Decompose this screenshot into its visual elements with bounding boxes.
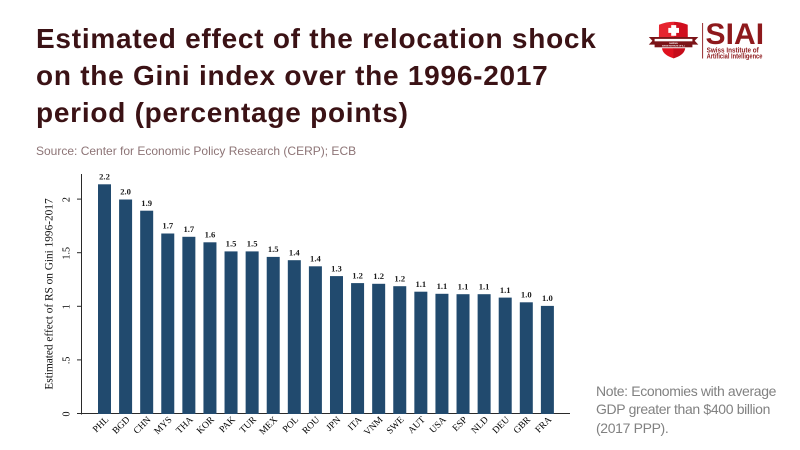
svg-text:DEU: DEU (491, 415, 512, 436)
svg-text:1.2: 1.2 (352, 270, 363, 280)
svg-text:1.1: 1.1 (458, 281, 469, 291)
svg-text:VNM: VNM (363, 415, 386, 438)
svg-text:1.4: 1.4 (310, 254, 321, 264)
svg-text:SIAI: SIAI (706, 18, 765, 51)
svg-text:1.9: 1.9 (141, 198, 152, 208)
svg-text:SWISS INSTITUTE OF A.I.: SWISS INSTITUTE OF A.I. (662, 45, 686, 48)
svg-text:1.5: 1.5 (268, 244, 279, 254)
svg-text:1.7: 1.7 (183, 224, 194, 234)
svg-text:1.2: 1.2 (373, 271, 384, 281)
svg-text:1.5: 1.5 (226, 239, 237, 249)
svg-text:1.3: 1.3 (331, 263, 342, 273)
svg-text:GBR: GBR (512, 415, 533, 436)
svg-text:1: 1 (62, 304, 73, 309)
svg-text:USA: USA (428, 415, 449, 436)
svg-text:0: 0 (62, 412, 73, 417)
svg-text:1.6: 1.6 (205, 230, 216, 240)
svg-text:JPN: JPN (325, 415, 343, 433)
svg-text:POL: POL (281, 415, 301, 435)
svg-text:BGD: BGD (111, 415, 132, 436)
svg-text:1.1: 1.1 (437, 281, 448, 291)
svg-text:1.4: 1.4 (289, 247, 300, 257)
svg-text:2.2: 2.2 (99, 172, 110, 182)
svg-text:Artificial Intelligence: Artificial Intelligence (707, 52, 763, 61)
svg-text:Estimated effect of RS on Gini: Estimated effect of RS on Gini 1996-2017 (43, 198, 55, 390)
svg-text:1.0: 1.0 (542, 293, 553, 303)
svg-text:1.1: 1.1 (479, 281, 490, 291)
svg-text:1.5: 1.5 (62, 247, 73, 260)
svg-text:THA: THA (175, 415, 196, 436)
svg-text:1.5: 1.5 (247, 239, 258, 249)
svg-text:ITA: ITA (347, 415, 365, 433)
svg-text:1.1: 1.1 (500, 285, 511, 295)
svg-text:1.2: 1.2 (394, 273, 405, 283)
svg-text:1.7: 1.7 (162, 221, 173, 231)
svg-text:FRA: FRA (534, 415, 554, 435)
svg-text:PHL: PHL (91, 415, 111, 435)
svg-text:KOR: KOR (195, 415, 217, 437)
svg-text:MEX: MEX (258, 415, 280, 437)
svg-text:.5: .5 (62, 357, 73, 365)
svg-text:CHN: CHN (132, 415, 153, 436)
svg-text:1.0: 1.0 (521, 290, 532, 300)
svg-text:AUT: AUT (407, 415, 428, 436)
svg-text:NLD: NLD (470, 415, 491, 436)
svg-text:2.0: 2.0 (120, 187, 131, 197)
svg-text:1.1: 1.1 (415, 279, 426, 289)
svg-text:ESP: ESP (451, 415, 470, 434)
svg-text:TUR: TUR (238, 415, 259, 436)
svg-text:ROU: ROU (301, 415, 322, 436)
svg-text:PAK: PAK (218, 415, 238, 435)
svg-text:2: 2 (62, 197, 73, 202)
svg-text:SWE: SWE (385, 415, 406, 436)
svg-text:MYS: MYS (153, 415, 175, 437)
svg-text:SWISS: SWISS (669, 43, 679, 45)
svg-text:Swiss Institute of: Swiss Institute of (707, 45, 760, 54)
